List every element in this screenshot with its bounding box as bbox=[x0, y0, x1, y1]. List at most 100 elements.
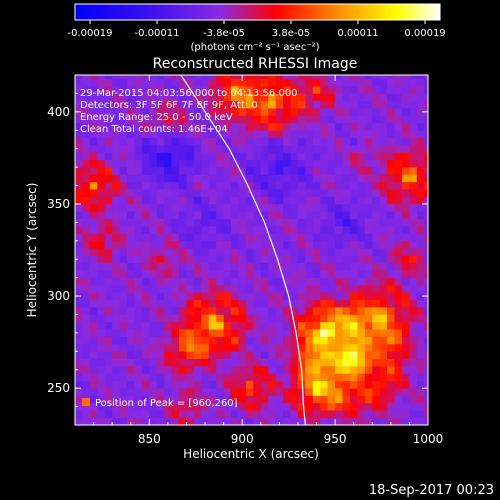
heatmap-cell bbox=[186, 226, 195, 234]
heatmap-cell bbox=[179, 277, 187, 286]
heatmap-cell bbox=[342, 115, 351, 124]
heatmap-cell bbox=[134, 292, 143, 301]
heatmap-cell bbox=[201, 159, 210, 168]
heatmap-cell bbox=[379, 314, 388, 323]
heatmap-cell bbox=[357, 152, 366, 161]
heatmap-cell bbox=[268, 86, 276, 94]
heatmap-cell bbox=[401, 86, 410, 94]
heatmap-cell bbox=[409, 211, 418, 219]
heatmap-cell bbox=[283, 159, 291, 168]
heatmap-cell bbox=[231, 226, 239, 234]
heatmap-cell bbox=[409, 86, 418, 94]
heatmap-cell bbox=[305, 130, 314, 138]
heatmap-cell bbox=[193, 270, 202, 278]
heatmap-cell bbox=[335, 189, 343, 197]
heatmap-cell bbox=[208, 86, 217, 94]
heatmap-cell bbox=[231, 196, 239, 205]
x-tick-label: 950 bbox=[324, 432, 347, 446]
heatmap-cell bbox=[283, 233, 291, 242]
heatmap-cell bbox=[149, 122, 158, 131]
heatmap-cell bbox=[89, 174, 98, 183]
heatmap-cell bbox=[260, 262, 269, 271]
heatmap-cell bbox=[112, 203, 120, 212]
heatmap-cell bbox=[387, 196, 395, 205]
heatmap-cell bbox=[335, 262, 343, 271]
heatmap-cell bbox=[349, 145, 358, 153]
heatmap-cell bbox=[171, 218, 180, 227]
heatmap-cell bbox=[104, 137, 113, 146]
heatmap-cell bbox=[208, 248, 217, 256]
heatmap-cell bbox=[119, 277, 128, 286]
heatmap-cell bbox=[238, 115, 247, 124]
heatmap-cell bbox=[387, 211, 395, 219]
heatmap-cell bbox=[401, 410, 410, 418]
heatmap-cell bbox=[312, 321, 321, 330]
heatmap-cell bbox=[253, 122, 262, 131]
heatmap-cell bbox=[238, 203, 247, 212]
heatmap-cell bbox=[387, 189, 395, 197]
heatmap-cell bbox=[104, 299, 113, 308]
heatmap-cell bbox=[260, 130, 269, 138]
heatmap-cell bbox=[231, 78, 239, 87]
heatmap-cell bbox=[89, 262, 98, 271]
heatmap-cell bbox=[297, 351, 306, 359]
heatmap-cell bbox=[297, 218, 306, 227]
heatmap-cell bbox=[409, 189, 418, 197]
heatmap-cell bbox=[357, 366, 366, 374]
heatmap-cell bbox=[164, 329, 172, 337]
heatmap-cell bbox=[320, 100, 328, 109]
heatmap-cell bbox=[216, 137, 224, 146]
heatmap-cell bbox=[231, 410, 239, 418]
heatmap-cell bbox=[409, 145, 418, 153]
heatmap-cell bbox=[372, 358, 380, 367]
heatmap-cell bbox=[349, 152, 358, 161]
heatmap-cell bbox=[320, 321, 328, 330]
heatmap-cell bbox=[82, 137, 91, 146]
heatmap-cell bbox=[216, 174, 224, 183]
heatmap-cell bbox=[104, 373, 113, 382]
heatmap-cell bbox=[216, 248, 224, 256]
heatmap-cell bbox=[201, 115, 210, 124]
heatmap-cell bbox=[245, 137, 254, 146]
heatmap-cell bbox=[82, 174, 91, 183]
heatmap-cell bbox=[223, 336, 232, 345]
heatmap-cell bbox=[104, 380, 113, 389]
heatmap-cell bbox=[372, 93, 380, 102]
heatmap-cell bbox=[394, 307, 403, 315]
heatmap-cell bbox=[245, 159, 254, 168]
heatmap-cell bbox=[394, 75, 403, 79]
heatmap-cell bbox=[193, 159, 202, 168]
heatmap-cell bbox=[238, 299, 247, 308]
heatmap-cell bbox=[193, 380, 202, 389]
heatmap-cell bbox=[305, 137, 314, 146]
heatmap-cell bbox=[216, 329, 224, 337]
heatmap-cell bbox=[193, 307, 202, 315]
heatmap-cell bbox=[164, 152, 172, 161]
heatmap-cell bbox=[223, 358, 232, 367]
heatmap-cell bbox=[379, 78, 388, 87]
heatmap-cell bbox=[156, 336, 165, 345]
heatmap-cell bbox=[268, 262, 276, 271]
heatmap-cell bbox=[238, 366, 247, 374]
heatmap-cell bbox=[97, 358, 106, 367]
heatmap-cell bbox=[275, 277, 284, 286]
heatmap-cell bbox=[156, 262, 165, 271]
heatmap-cell bbox=[394, 292, 403, 301]
heatmap-cell bbox=[305, 211, 314, 219]
heatmap-cell bbox=[186, 351, 195, 359]
heatmap-cell bbox=[164, 366, 172, 374]
heatmap-cell bbox=[97, 115, 106, 124]
heatmap-cell bbox=[312, 270, 321, 278]
heatmap-cell bbox=[193, 262, 202, 271]
heatmap-cell bbox=[171, 75, 180, 79]
heatmap-cell bbox=[305, 351, 314, 359]
heatmap-cell bbox=[127, 329, 135, 337]
heatmap-cell bbox=[327, 373, 336, 382]
heatmap-cell bbox=[104, 410, 113, 418]
heatmap-cell bbox=[268, 395, 276, 404]
heatmap-cell bbox=[305, 100, 314, 109]
heatmap-cell bbox=[216, 299, 224, 308]
heatmap-cell bbox=[134, 115, 143, 124]
heatmap-cell bbox=[216, 314, 224, 323]
heatmap-cell bbox=[305, 336, 314, 345]
